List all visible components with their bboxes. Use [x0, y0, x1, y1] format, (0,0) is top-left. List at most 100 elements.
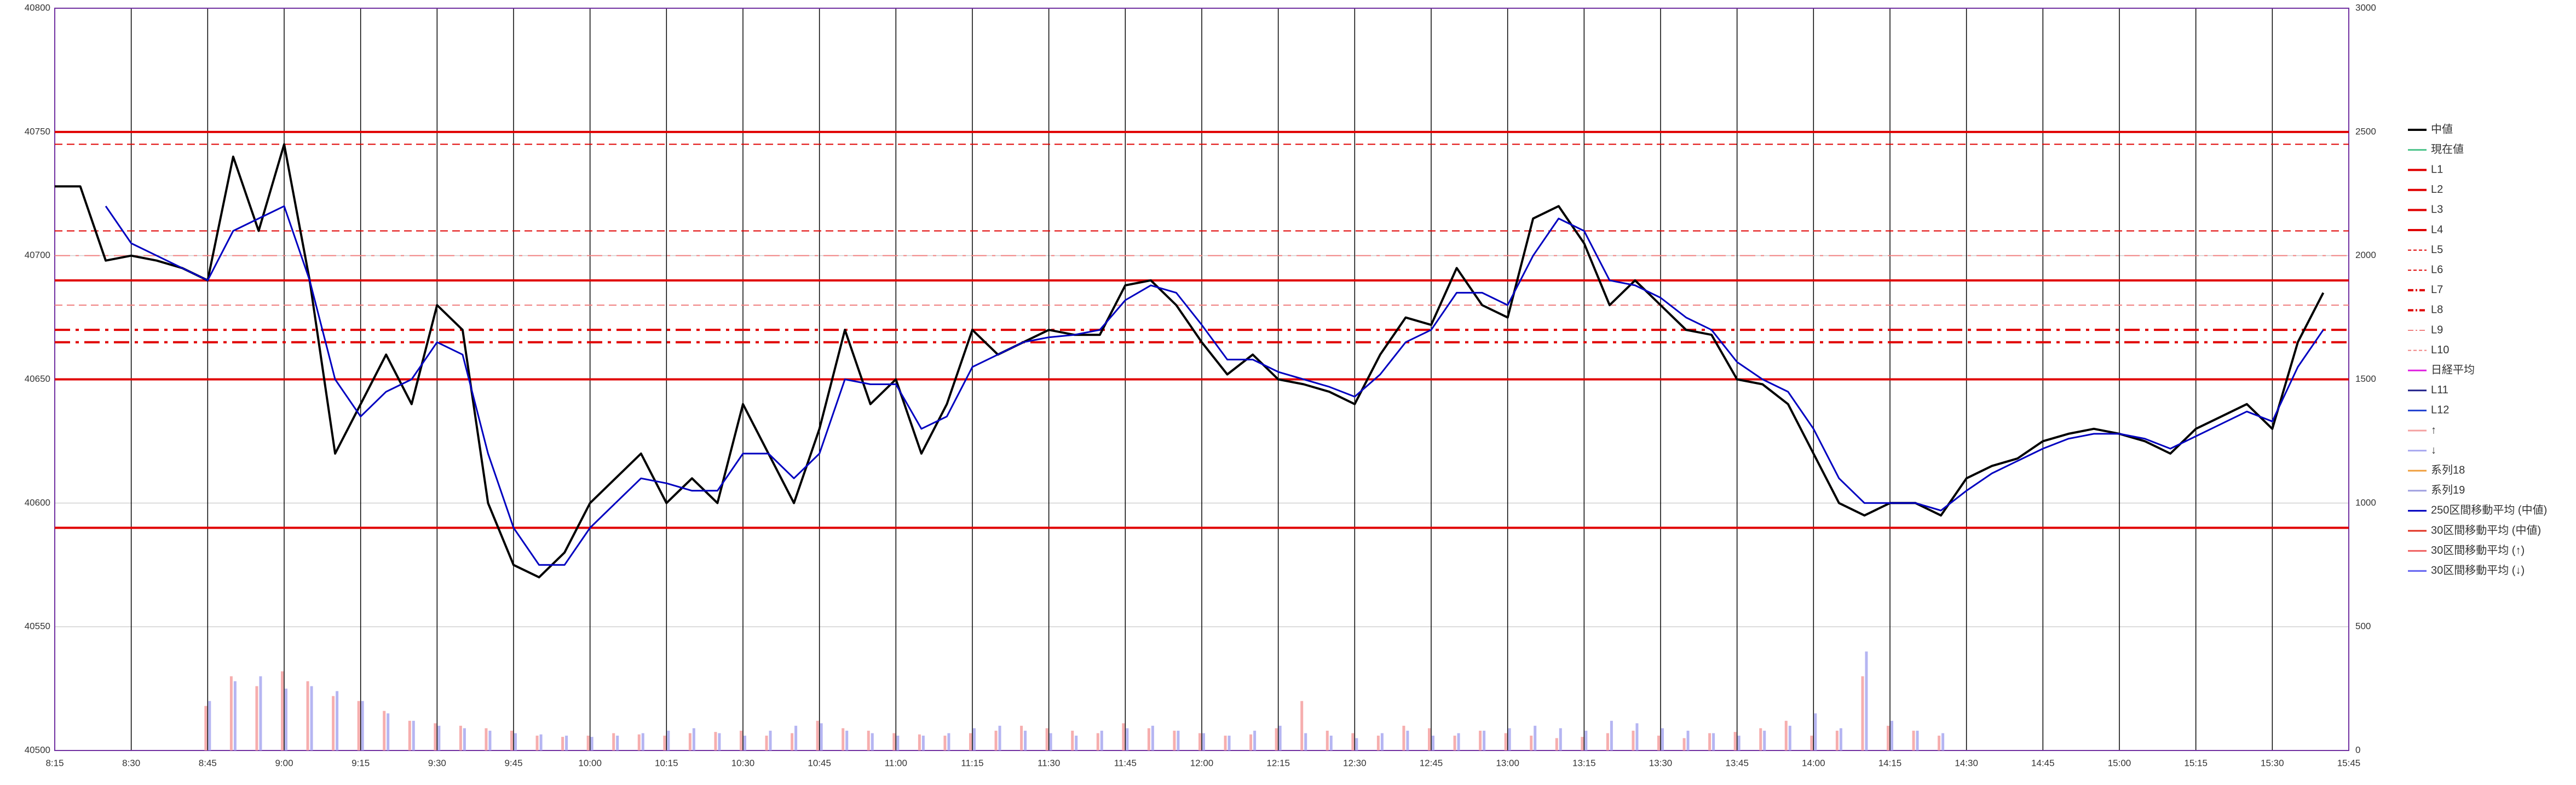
volume-bar: [994, 730, 998, 750]
volume-bar: [1228, 735, 1231, 750]
y2-tick-label: 1000: [2355, 497, 2376, 508]
volume-bar: [1887, 725, 1889, 750]
x-tick-label: 9:00: [275, 758, 293, 768]
volume-bar: [383, 710, 386, 750]
volume-bar: [740, 730, 742, 750]
volume-bar: [1198, 733, 1201, 750]
volume-bar: [1555, 738, 1558, 750]
volume-bar: [1788, 725, 1791, 750]
legend-label: 30区間移動平均 (↑): [2431, 544, 2525, 557]
legend-label: 30区間移動平均 (中値): [2431, 524, 2541, 536]
volume-bar: [845, 730, 849, 750]
volume-bar: [1891, 720, 1893, 750]
volume-bar: [361, 701, 364, 750]
volume-bar: [1147, 728, 1150, 750]
volume-bar: [1355, 738, 1358, 750]
volume-bar: [1329, 735, 1333, 750]
volume-bar: [1096, 733, 1099, 750]
volume-bar: [1912, 730, 1915, 750]
x-tick-label: 8:45: [199, 758, 217, 768]
volume-bar: [663, 735, 666, 750]
volume-bar: [204, 706, 208, 750]
volume-bar: [1151, 725, 1154, 750]
legend-label: L7: [2431, 284, 2443, 296]
volume-bar: [1122, 723, 1125, 750]
legend-label: L10: [2431, 344, 2449, 356]
x-tick-label: 15:30: [2261, 758, 2284, 768]
volume-bar: [459, 725, 462, 750]
x-tick-label: 14:00: [1802, 758, 1825, 768]
volume-bar: [1632, 730, 1635, 750]
volume-bar: [1483, 730, 1486, 750]
volume-bar: [1504, 733, 1507, 750]
series-line: [55, 143, 2325, 578]
volume-bar: [918, 734, 921, 750]
volume-bar: [892, 733, 896, 750]
volume-bar: [1432, 735, 1434, 750]
volume-bar: [842, 728, 845, 750]
x-tick-label: 15:45: [2337, 758, 2361, 768]
x-tick-label: 13:45: [1725, 758, 1749, 768]
legend-label: L6: [2431, 263, 2443, 276]
x-tick-label: 10:45: [808, 758, 831, 768]
volume-bar: [1428, 728, 1431, 750]
volume-bar: [769, 730, 772, 750]
x-tick-label: 13:00: [1496, 758, 1519, 768]
y2-tick-label: 2500: [2355, 126, 2376, 136]
volume-bar: [336, 691, 339, 750]
volume-bar: [1275, 728, 1278, 750]
volume-bar: [943, 735, 947, 750]
volume-bar: [1020, 725, 1023, 750]
volume-bar: [969, 733, 972, 750]
series-line: [105, 205, 2324, 566]
volume-bar: [1530, 735, 1533, 750]
x-tick-label: 12:00: [1190, 758, 1214, 768]
volume-bar: [1835, 730, 1839, 750]
volume-bar: [1300, 701, 1304, 750]
volume-bar: [692, 728, 695, 750]
volume-bar: [539, 734, 543, 750]
volume-bar: [1249, 734, 1253, 750]
volume-bar: [281, 671, 284, 750]
legend-label: 日経平均: [2431, 363, 2475, 376]
x-tick-label: 9:45: [504, 758, 522, 768]
y-tick-label: 40550: [25, 621, 50, 632]
x-tick-label: 13:30: [1649, 758, 1673, 768]
volume-bar: [1635, 723, 1639, 750]
x-tick-label: 11:45: [1114, 758, 1137, 768]
volume-bar: [1126, 728, 1129, 750]
volume-bar: [921, 735, 925, 750]
legend-label: L4: [2431, 224, 2443, 236]
volume-bar: [514, 733, 517, 750]
volume-bar: [586, 735, 590, 750]
volume-bar: [306, 681, 309, 750]
y-tick-label: 40650: [25, 374, 50, 384]
volume-bar: [408, 720, 411, 750]
volume-bar: [208, 701, 211, 750]
volume-bar: [1559, 728, 1562, 750]
volume-bar: [1584, 730, 1588, 750]
y-tick-label: 40700: [25, 250, 50, 260]
volume-bar: [1839, 728, 1842, 750]
x-tick-label: 8:30: [122, 758, 140, 768]
volume-bar: [1049, 733, 1052, 750]
volume-bar: [1045, 728, 1048, 750]
y2-tick-label: 2000: [2355, 250, 2376, 260]
volume-bar: [1326, 730, 1329, 750]
volume-bar: [1916, 730, 1919, 750]
volume-bar: [794, 725, 798, 750]
volume-bar: [816, 720, 819, 750]
x-tick-label: 9:30: [428, 758, 446, 768]
y-tick-label: 40500: [25, 744, 50, 755]
x-tick-label: 14:30: [1955, 758, 1978, 768]
volume-bar: [387, 713, 390, 750]
legend-label: 250区間移動平均 (中値): [2431, 504, 2547, 517]
volume-bar: [1024, 730, 1027, 750]
legend-label: L12: [2431, 404, 2449, 416]
volume-bar: [1453, 735, 1456, 750]
volume-bar: [1508, 728, 1511, 750]
volume-bar: [1479, 730, 1482, 750]
volume-bar: [1406, 730, 1409, 750]
volume-bar: [973, 728, 976, 750]
